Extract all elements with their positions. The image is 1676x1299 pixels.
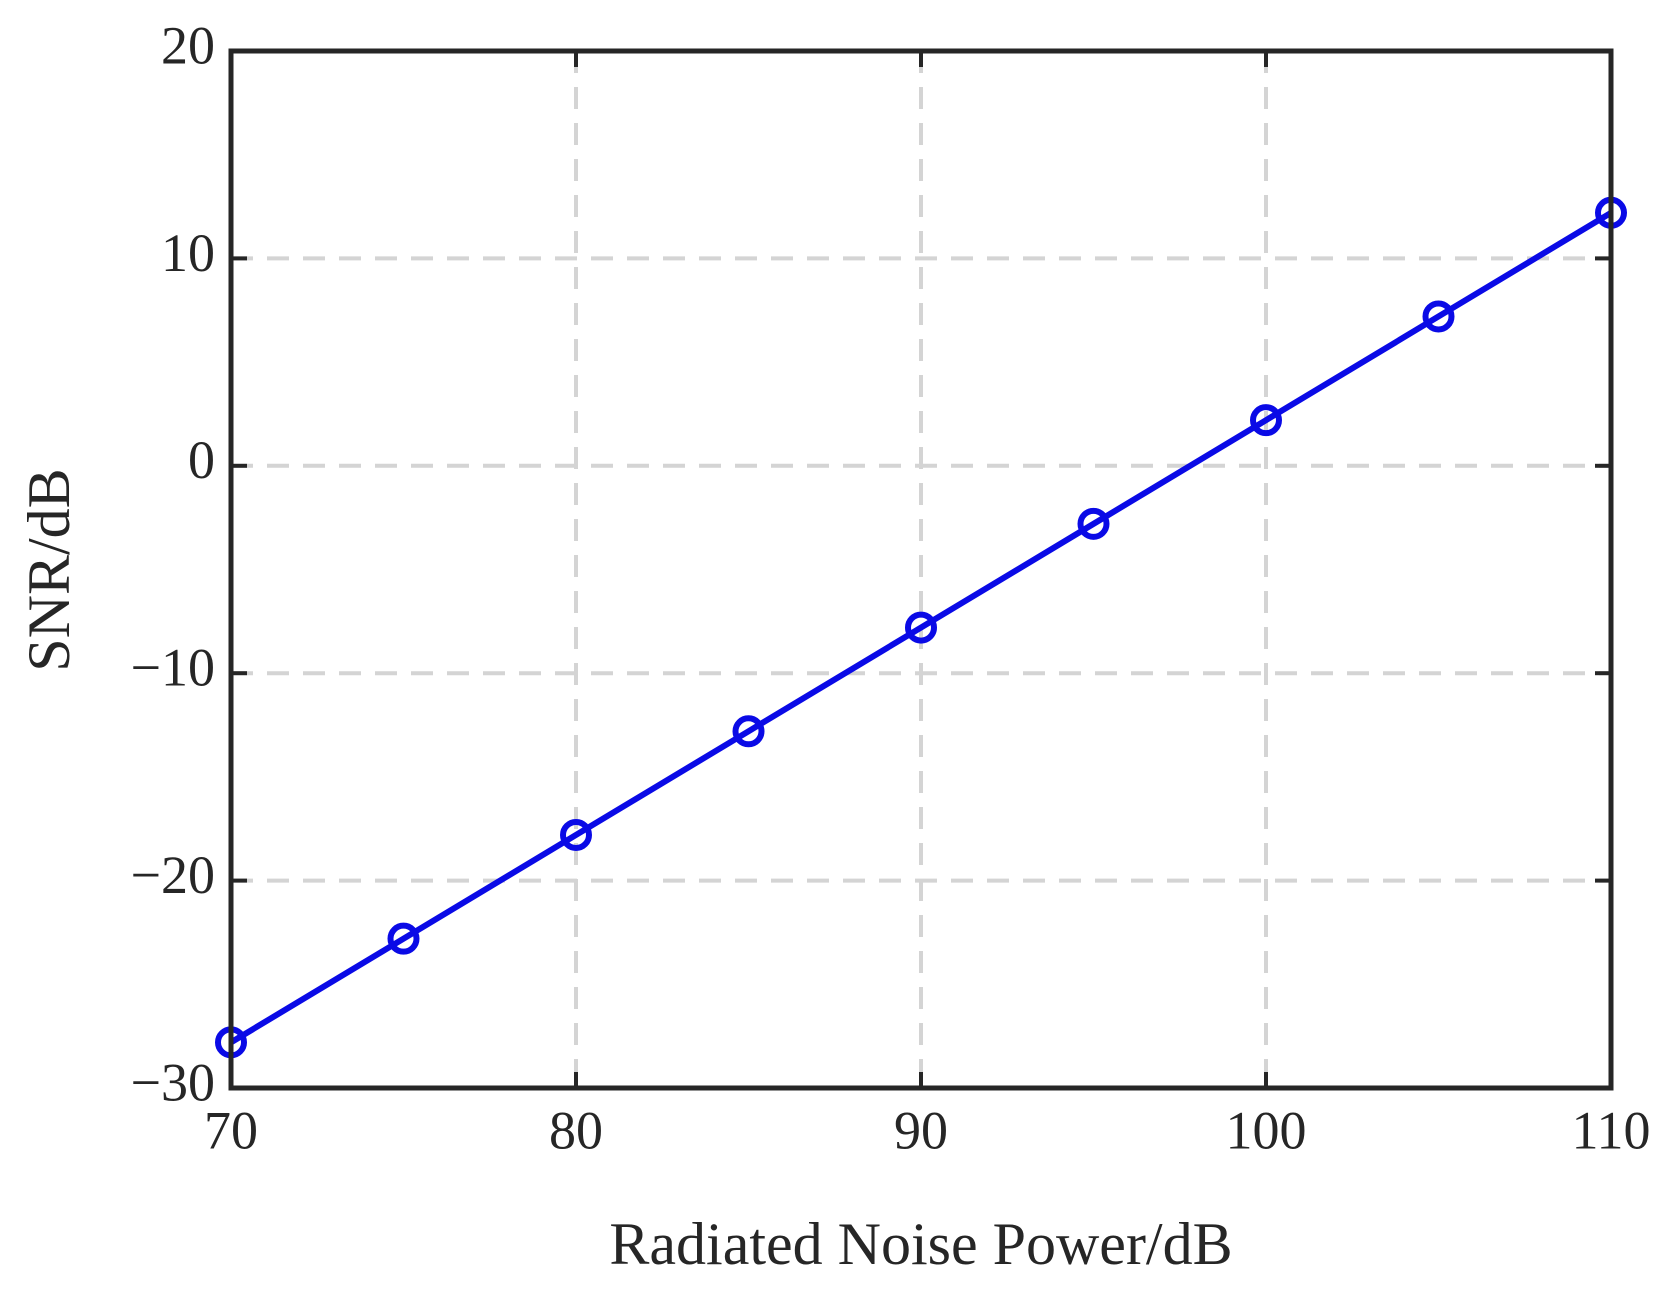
data-line: [229, 210, 1613, 1045]
y-tick-label: 20: [161, 15, 215, 75]
y-axis-label: SNR/dB: [16, 468, 82, 671]
x-tick-label: 110: [1572, 1100, 1651, 1160]
data-point: [1422, 300, 1455, 333]
y-tick-label: −20: [131, 845, 215, 905]
data-point: [560, 818, 592, 851]
grid: [231, 51, 1611, 1088]
x-tick-label: 80: [549, 1100, 603, 1160]
data-point: [1077, 507, 1110, 540]
x-tick-label: 70: [204, 1100, 258, 1160]
data-point: [905, 611, 937, 644]
x-tick-label: 100: [1226, 1100, 1307, 1160]
x-tick-label: 90: [894, 1100, 948, 1160]
y-tick-label: 10: [161, 223, 215, 283]
y-tick-label: −30: [131, 1052, 215, 1112]
y-tick-label: −10: [131, 638, 215, 698]
y-tick-label: 0: [188, 430, 215, 490]
axes-box: [228, 48, 1614, 1091]
data-point: [732, 715, 765, 748]
data-point: [1250, 404, 1282, 437]
data-point: [387, 922, 420, 955]
x-axis-label: Radiated Noise Power/dB: [609, 1211, 1232, 1277]
